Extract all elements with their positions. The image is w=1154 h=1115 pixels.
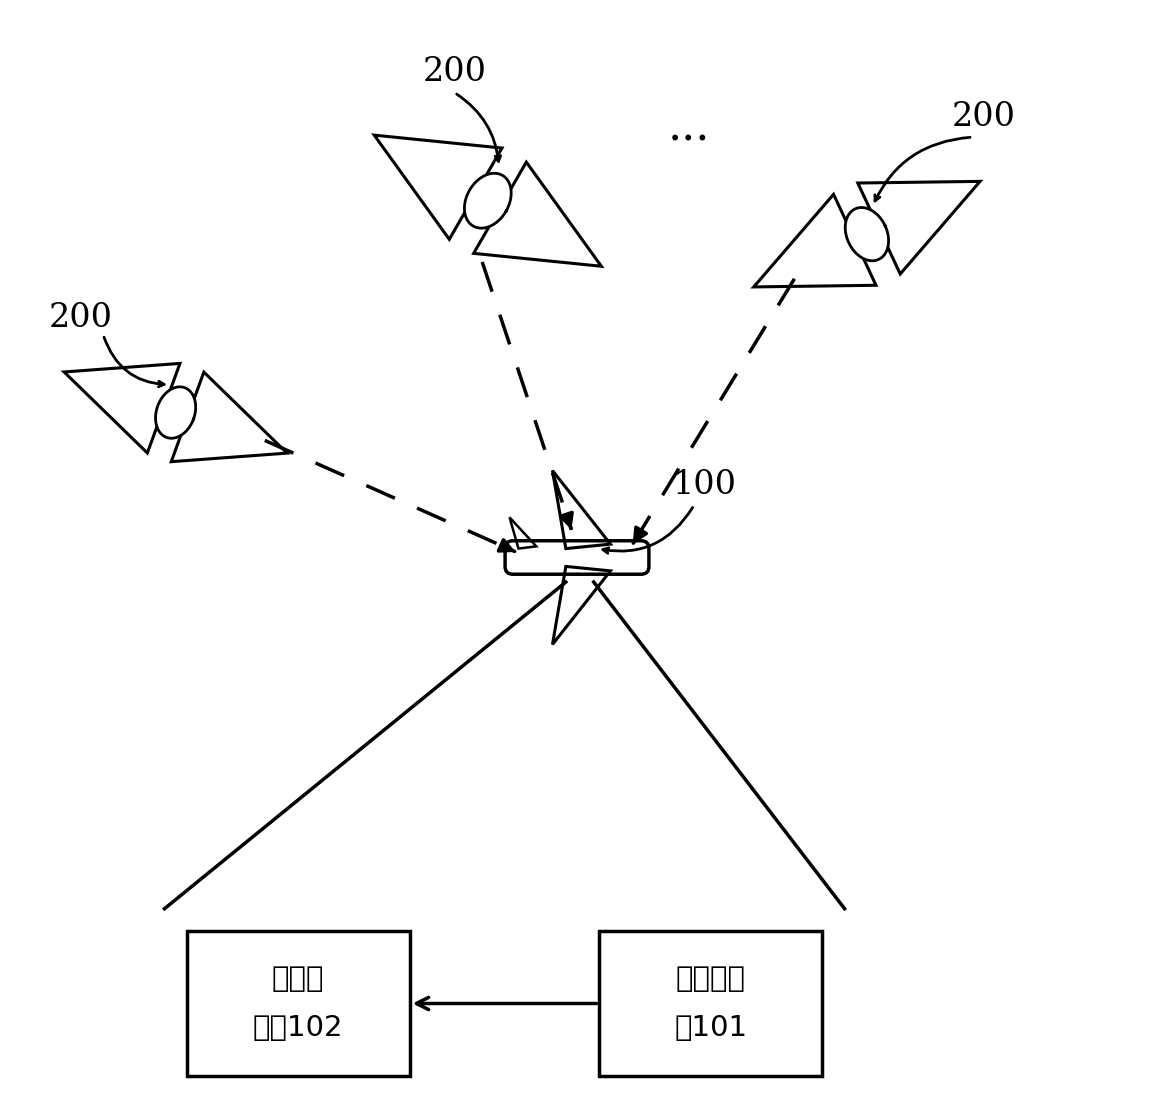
Text: 信号接收: 信号接收 — [676, 964, 745, 993]
FancyBboxPatch shape — [599, 931, 823, 1076]
Text: 机载接: 机载接 — [272, 964, 324, 993]
FancyBboxPatch shape — [187, 931, 410, 1076]
Polygon shape — [156, 387, 196, 438]
Text: 200: 200 — [422, 57, 486, 88]
Text: ...: ... — [667, 107, 710, 149]
Polygon shape — [845, 207, 889, 261]
Text: 200: 200 — [952, 101, 1016, 133]
Polygon shape — [464, 173, 511, 229]
Text: 器101: 器101 — [674, 1014, 748, 1043]
Text: 100: 100 — [673, 469, 737, 501]
Text: 收机102: 收机102 — [253, 1014, 344, 1043]
Text: 200: 200 — [48, 302, 113, 333]
